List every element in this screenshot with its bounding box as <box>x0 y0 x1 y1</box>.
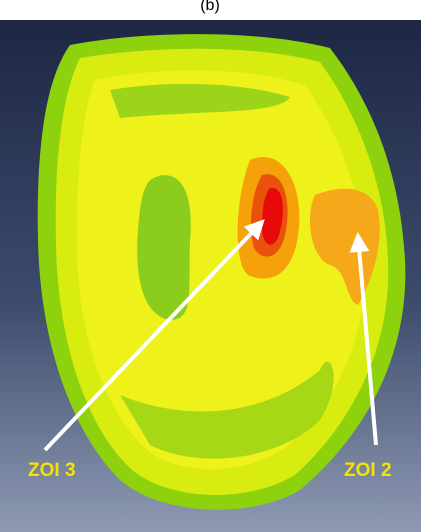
label-zoi2: ZOI 2 <box>344 460 392 481</box>
top-margin <box>0 0 421 20</box>
green-band <box>110 83 290 118</box>
arrow-zoi3 <box>43 219 265 452</box>
caption: (b) <box>200 0 220 14</box>
green-band-lower <box>120 361 334 459</box>
inner-surface <box>76 70 366 470</box>
arrow-zoi2 <box>349 232 378 446</box>
label-zoi3: ZOI 3 <box>28 460 76 481</box>
hotspot-zoi3-core <box>262 187 283 245</box>
green-patch <box>137 175 191 320</box>
